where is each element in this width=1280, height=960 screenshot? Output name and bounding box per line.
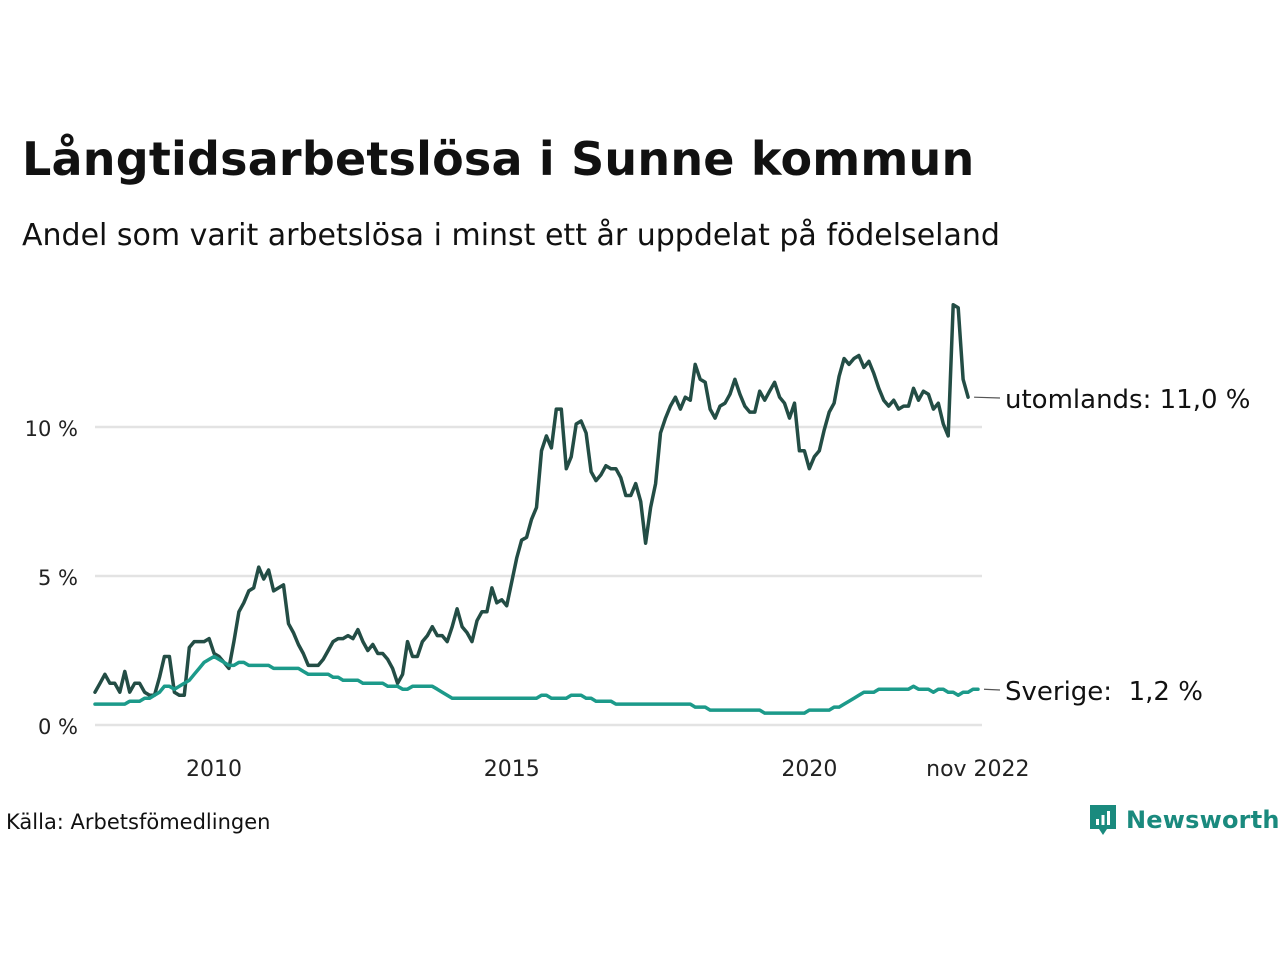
x-tick-label: 2020 [781, 757, 837, 782]
x-tick-label: nov 2022 [926, 757, 1029, 782]
series-end-label: Sverige: 1,2 % [1005, 677, 1203, 707]
end-label-leader [983, 688, 1001, 691]
series-line-sverige [93, 654, 980, 715]
newsworthy-logo-icon [1090, 805, 1116, 835]
series-end-label: utomlands: 11,0 % [1005, 385, 1250, 415]
chart-title: Långtidsarbetslösa i Sunne kommun [22, 132, 975, 186]
x-tick-label: 2010 [186, 757, 242, 782]
y-tick-label: 5 % [38, 566, 78, 590]
end-label-leader [974, 396, 1001, 399]
x-tick-label: 2015 [484, 757, 540, 782]
brand-name: Newsworthy [1126, 806, 1280, 834]
source-note: Källa: Arbetsfömedlingen [6, 810, 271, 834]
brand-logo: Newsworthy [1088, 803, 1280, 837]
chart-subtitle: Andel som varit arbetslösa i minst ett å… [22, 218, 1000, 253]
series-line-utomlands [93, 303, 970, 697]
y-tick-label: 10 % [25, 417, 78, 441]
y-tick-label: 0 % [38, 715, 78, 739]
